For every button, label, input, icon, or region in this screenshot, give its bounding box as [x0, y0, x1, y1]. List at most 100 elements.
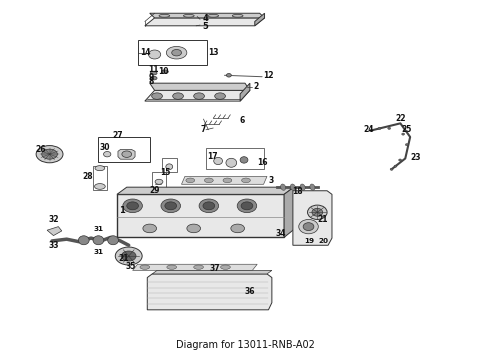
Text: 6: 6: [239, 116, 245, 125]
Ellipse shape: [203, 202, 215, 210]
Text: 25: 25: [401, 125, 412, 134]
Ellipse shape: [312, 208, 323, 216]
Text: 21: 21: [318, 215, 328, 224]
Text: 34: 34: [275, 229, 286, 238]
Ellipse shape: [187, 224, 200, 233]
Ellipse shape: [199, 199, 219, 213]
Ellipse shape: [161, 70, 168, 73]
Text: 21: 21: [118, 255, 128, 264]
Ellipse shape: [223, 178, 232, 183]
Ellipse shape: [166, 164, 172, 170]
Ellipse shape: [108, 236, 119, 245]
Polygon shape: [150, 83, 250, 90]
Polygon shape: [145, 18, 265, 26]
Text: 8: 8: [148, 77, 154, 86]
Text: 30: 30: [99, 143, 110, 152]
Ellipse shape: [123, 199, 143, 213]
Ellipse shape: [402, 133, 405, 135]
Ellipse shape: [240, 157, 248, 163]
Ellipse shape: [36, 145, 63, 163]
Text: 14: 14: [140, 48, 150, 57]
Polygon shape: [117, 187, 294, 194]
Bar: [98, 137, 150, 162]
Ellipse shape: [291, 184, 295, 190]
Ellipse shape: [204, 178, 213, 183]
Text: 17: 17: [207, 152, 218, 161]
Text: 33: 33: [49, 241, 59, 250]
Text: 36: 36: [244, 287, 254, 296]
Polygon shape: [181, 176, 267, 184]
Text: 12: 12: [263, 71, 273, 80]
Ellipse shape: [194, 265, 203, 269]
Text: 20: 20: [318, 238, 328, 244]
Ellipse shape: [215, 93, 225, 99]
Ellipse shape: [208, 14, 219, 17]
Ellipse shape: [140, 265, 150, 269]
Text: 3: 3: [269, 176, 274, 185]
Bar: [206, 148, 264, 169]
Ellipse shape: [390, 168, 393, 170]
Text: 32: 32: [49, 215, 59, 224]
Ellipse shape: [226, 158, 237, 167]
Polygon shape: [240, 83, 250, 101]
Ellipse shape: [122, 251, 136, 261]
Polygon shape: [152, 270, 272, 274]
Ellipse shape: [183, 14, 194, 17]
Ellipse shape: [399, 159, 402, 161]
Ellipse shape: [300, 184, 305, 190]
Polygon shape: [255, 13, 265, 26]
Ellipse shape: [78, 236, 89, 245]
Ellipse shape: [303, 223, 314, 230]
Ellipse shape: [148, 50, 161, 59]
Ellipse shape: [232, 14, 243, 17]
Polygon shape: [133, 264, 257, 270]
Text: 31: 31: [94, 226, 103, 232]
Ellipse shape: [159, 14, 170, 17]
Ellipse shape: [155, 179, 163, 184]
Ellipse shape: [241, 202, 253, 210]
Bar: [152, 172, 166, 188]
Ellipse shape: [122, 151, 132, 157]
Polygon shape: [117, 194, 284, 237]
Text: Diagram for 13011-RNB-A02: Diagram for 13011-RNB-A02: [175, 340, 315, 350]
Ellipse shape: [226, 73, 231, 77]
Polygon shape: [293, 191, 332, 245]
Polygon shape: [145, 90, 250, 101]
Ellipse shape: [42, 149, 57, 159]
Ellipse shape: [281, 184, 286, 190]
Ellipse shape: [166, 46, 187, 59]
Text: 24: 24: [363, 125, 374, 134]
Ellipse shape: [115, 247, 142, 265]
Ellipse shape: [150, 71, 157, 75]
Ellipse shape: [214, 157, 222, 165]
Ellipse shape: [127, 202, 139, 210]
Ellipse shape: [186, 178, 195, 183]
Text: 4: 4: [202, 14, 208, 23]
Ellipse shape: [167, 265, 176, 269]
Text: 18: 18: [292, 187, 302, 196]
Ellipse shape: [310, 184, 315, 190]
Text: 26: 26: [36, 145, 47, 154]
Ellipse shape: [242, 178, 250, 183]
Bar: [93, 166, 107, 190]
Text: 1: 1: [119, 206, 125, 215]
Ellipse shape: [161, 199, 180, 213]
Polygon shape: [147, 274, 272, 310]
Ellipse shape: [237, 199, 257, 213]
Ellipse shape: [172, 93, 183, 99]
Text: 27: 27: [112, 131, 122, 140]
Ellipse shape: [308, 205, 327, 220]
Text: 5: 5: [202, 22, 208, 31]
Text: 7: 7: [200, 125, 205, 134]
Ellipse shape: [369, 130, 372, 132]
Text: 31: 31: [94, 249, 103, 255]
Ellipse shape: [378, 127, 381, 130]
Ellipse shape: [95, 166, 105, 171]
Ellipse shape: [93, 236, 104, 245]
Text: 16: 16: [257, 158, 268, 167]
Ellipse shape: [388, 127, 391, 130]
Text: 2: 2: [254, 82, 259, 91]
Polygon shape: [150, 13, 265, 18]
Ellipse shape: [165, 202, 176, 210]
Ellipse shape: [194, 93, 204, 99]
